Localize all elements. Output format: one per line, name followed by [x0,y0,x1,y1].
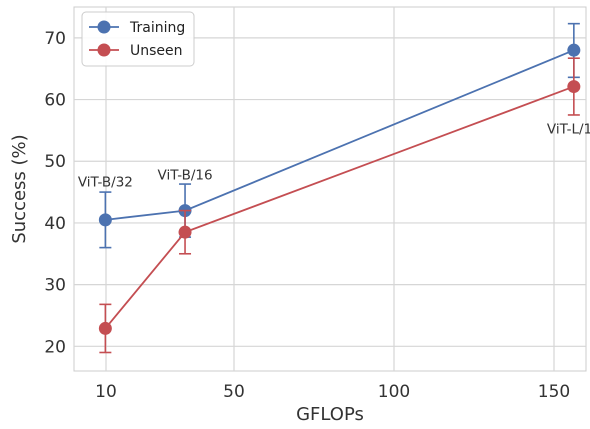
annotation-label: ViT-B/16 [158,168,213,184]
annotation-label: ViT-B/32 [78,175,133,191]
y-tick-label: 40 [44,214,66,234]
y-tick-label: 50 [44,152,66,172]
data-point-unseen [178,225,192,239]
x-axis-ticks: 10 50 100 150 [95,382,570,402]
y-tick-label: 60 [44,91,66,111]
x-tick-label: 10 [95,382,117,402]
series-group [98,22,581,354]
legend-marker-unseen [97,43,111,57]
data-point-training [567,43,581,57]
data-point-unseen [567,80,581,94]
legend-label-training: Training [129,20,185,36]
y-tick-label: 20 [44,337,66,357]
legend-label-unseen: Unseen [130,43,183,59]
y-axis-label: Success (%) [9,134,30,243]
legend-marker-training [97,20,111,34]
x-axis-label: GFLOPs [296,404,364,425]
legend: Training Unseen [81,11,195,67]
data-point-unseen [98,321,112,335]
x-tick-label: 100 [378,382,410,402]
plot-area [73,6,587,372]
y-tick-label: 30 [44,276,66,296]
annotations: ViT-B/32 ViT-B/16 ViT-L/16 [78,121,590,190]
x-tick-label: 50 [223,382,245,402]
y-tick-label: 70 [44,29,66,49]
y-axis-ticks: 20 30 40 50 60 70 [44,29,66,357]
x-tick-label: 150 [538,382,570,402]
data-point-training [98,213,112,227]
annotation-label: ViT-L/16 [547,121,590,137]
